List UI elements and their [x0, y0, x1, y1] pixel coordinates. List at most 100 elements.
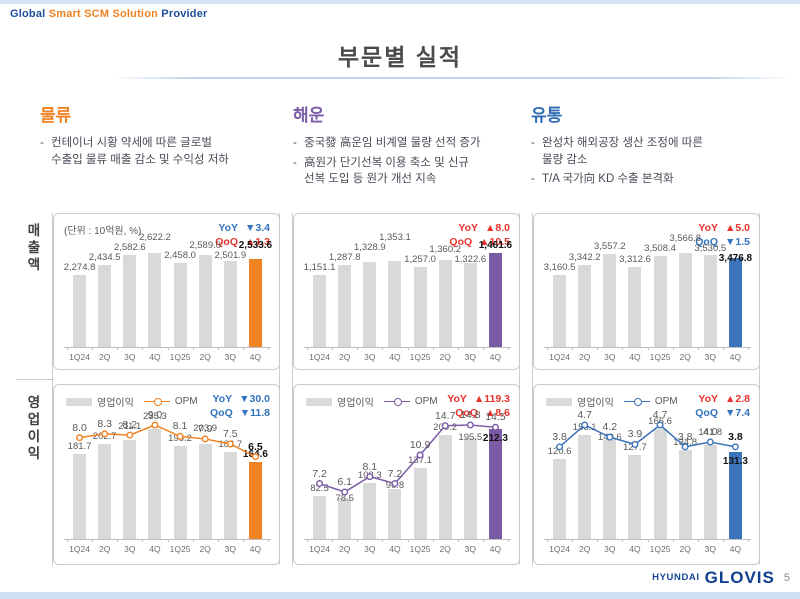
x-tick-label: 1Q24 — [309, 352, 330, 362]
opm-value-label: 7.2 — [312, 467, 327, 480]
opm-line-chart — [556, 421, 739, 451]
opm-marker — [681, 443, 689, 451]
yoy-qoq-block: YoY ▲8.0 QoQ ▲10.5 — [449, 221, 510, 249]
x-axis-tick — [672, 347, 674, 350]
bar — [728, 257, 742, 347]
x-axis-tick — [192, 539, 194, 542]
x-tick-label: 2Q — [679, 352, 691, 362]
x-tick-label: 3Q — [604, 352, 616, 362]
x-axis-tick — [572, 347, 574, 350]
page-number: 5 — [783, 572, 790, 584]
yoy-badge-label: YoY — [698, 393, 718, 405]
opm-marker — [176, 432, 184, 440]
opm-value-label: 6.1 — [337, 476, 352, 488]
yoy-qoq-block: YoY ▼30.0 QoQ ▼11.8 — [210, 392, 270, 420]
top-accent-bar — [0, 0, 800, 4]
opm-marker — [201, 435, 209, 443]
bar — [73, 274, 87, 347]
bar — [223, 451, 237, 539]
bar-value-label: 2,622.2 — [139, 231, 171, 243]
legend-bar-label: 영업이익 — [337, 398, 374, 409]
legend-line-swatch — [623, 397, 650, 406]
x-tick-label: 2Q — [679, 544, 691, 554]
yoy-badge: YoY ▼3.4 — [215, 221, 270, 235]
x-axis-tick — [268, 347, 269, 350]
bar — [73, 454, 87, 539]
qoq-badge-label: QoQ — [215, 236, 238, 248]
opm-marker — [491, 423, 499, 431]
x-axis-tick — [597, 539, 599, 542]
bar-value-label: 2,458.0 — [164, 250, 196, 262]
bar-value-label: 166.6 — [648, 416, 672, 427]
x-tick-label: 3Q — [364, 544, 376, 554]
x-axis-tick — [268, 539, 269, 542]
bar-value-label: 78.5 — [335, 493, 354, 505]
opm-value-label: 3.8 — [677, 430, 693, 443]
opm-value-label: 7.2 — [387, 467, 403, 480]
x-axis-tick — [722, 347, 724, 350]
bar — [578, 265, 592, 347]
legend-bar-swatch — [306, 397, 332, 406]
bar — [438, 260, 452, 347]
x-tick-label: 2Q — [579, 544, 591, 554]
bar-value-label: 3,508.4 — [644, 243, 676, 255]
x-tick-label: 3Q — [704, 352, 716, 362]
x-tick-label: 3Q — [464, 544, 476, 554]
bullet-dash: - — [531, 137, 535, 149]
x-tick-label: 2Q — [579, 352, 591, 362]
row-label-operating-profit: 영 업 이 익 — [27, 395, 41, 461]
x-axis-tick — [672, 539, 674, 542]
footer-logo-glovis: GLOVIS — [704, 568, 775, 587]
bar — [413, 267, 427, 347]
yoy-badge-value: ▼3.4 — [245, 222, 270, 234]
x-axis-tick — [307, 347, 308, 350]
qoq-badge: QoQ ▲10.5 — [449, 235, 510, 249]
bar — [363, 482, 377, 539]
bar — [603, 253, 617, 347]
x-tick-label: 4Q — [149, 352, 161, 362]
x-tick-label: 4Q — [489, 544, 502, 554]
qoq-badge-label: QoQ — [455, 407, 478, 419]
brand-global: Global — [10, 8, 46, 20]
bar — [248, 462, 262, 539]
x-axis-tick — [457, 347, 459, 350]
chart-shipping-revenue: YoY ▲8.0 QoQ ▲10.5 1Q24 2Q 3Q 4Q 1Q25 2Q 3Q 4Q 1,151… — [293, 213, 520, 370]
x-axis-tick — [332, 539, 334, 542]
x-tick-label: 1Q25 — [649, 352, 671, 362]
opm-value-label: 4.2 — [602, 421, 618, 434]
x-axis-tick — [407, 539, 409, 542]
x-tick-label: 1Q24 — [549, 544, 570, 554]
bar-value-label: 212.3 — [482, 433, 508, 444]
bar — [678, 253, 692, 347]
qoq-badge-value: ▲1.3 — [245, 236, 270, 248]
bar-value-label: 2,274.8 — [63, 261, 96, 273]
bar-value-label: 1,353.1 — [379, 231, 411, 243]
x-tick-label: 1Q25 — [409, 352, 431, 362]
opm-value-label: 14.7 — [434, 409, 456, 422]
x-axis-tick — [382, 539, 384, 542]
bullet-dash: - — [531, 173, 535, 185]
x-tick-label: 3Q — [604, 544, 616, 554]
qoq-badge-value: ▲8.6 — [485, 407, 510, 419]
legend-bar-label: 영업이익 — [97, 398, 134, 409]
legend: 영업이익 OPM — [306, 394, 438, 409]
bar-value-label: 2,582.6 — [113, 241, 146, 253]
x-axis-tick — [117, 347, 119, 350]
x-axis-tick — [432, 539, 434, 542]
bar — [338, 265, 352, 347]
x-axis-tick — [142, 539, 144, 542]
x-axis-tick — [67, 347, 68, 350]
bar — [123, 255, 137, 347]
section-title-logistics: 물류 — [40, 106, 72, 125]
yoy-badge: YoY ▲119.3 — [447, 392, 510, 406]
bar — [678, 449, 692, 539]
yoy-badge: YoY ▲8.0 — [449, 221, 510, 235]
legend-line-label: OPM — [654, 396, 678, 407]
opm-marker — [466, 421, 474, 429]
yoy-badge: YoY ▲5.0 — [695, 221, 750, 235]
opm-marker — [341, 488, 349, 496]
bar — [198, 443, 212, 539]
footer-logo-hyundai: HYUNDAI — [652, 572, 700, 583]
bar-value-label: 1,287.8 — [328, 251, 361, 263]
